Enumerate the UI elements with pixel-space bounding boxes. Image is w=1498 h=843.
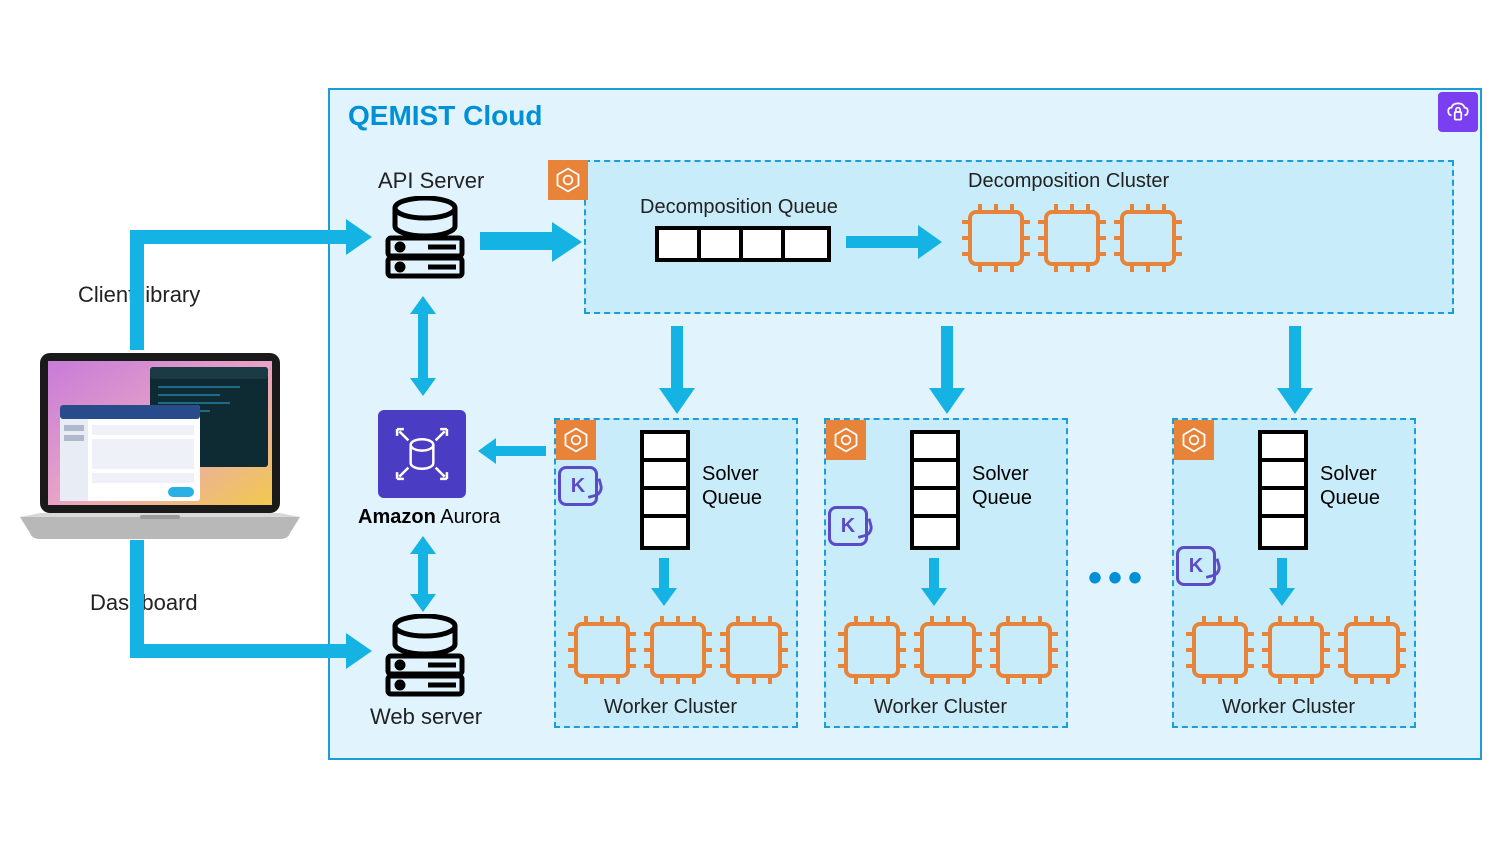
- arrow-sq2-chips: [929, 558, 939, 588]
- karpenter-icon-w2: K: [828, 506, 868, 546]
- arrow-api-aurora-line: [418, 314, 428, 378]
- arrow-decomp-w2: [941, 326, 953, 388]
- karpenter-icon-w3: K: [1176, 546, 1216, 586]
- aurora-icon: [378, 410, 466, 498]
- arrow-api-aurora-down: [410, 378, 436, 396]
- eks-icon-w1: [556, 420, 596, 460]
- solver-queue-label-1: SolverQueue: [702, 462, 762, 510]
- arrow-w1-aurora-line: [496, 446, 546, 456]
- decomp-cluster-label: Decomposition Cluster: [968, 170, 1169, 193]
- arrow-aurora-web-up: [410, 536, 436, 554]
- eks-icon-w2: [826, 420, 866, 460]
- arrow-sq3-chips: [1277, 558, 1287, 588]
- arrow-client-web-v: [130, 540, 144, 658]
- w3-chip-1: [1192, 622, 1248, 678]
- solver-queue-label-2: SolverQueue: [972, 462, 1032, 510]
- arrow-api-decomp: [480, 232, 552, 250]
- arrow-decomp-w1-head: [659, 388, 695, 414]
- arrow-decomp-w3-head: [1277, 388, 1313, 414]
- arrow-aurora-web-down: [410, 594, 436, 612]
- decomp-chip-2: [1044, 210, 1100, 266]
- decomp-queue-label: Decomposition Queue: [640, 196, 838, 219]
- arrow-api-aurora-up: [410, 296, 436, 314]
- w1-chip-3: [726, 622, 782, 678]
- web-server-icon: [380, 614, 470, 699]
- arrow-sq1-chips: [659, 558, 669, 588]
- w1-chip-2: [650, 622, 706, 678]
- arrow-w1-aurora-head: [478, 438, 496, 464]
- ellipsis: •••: [1088, 556, 1148, 601]
- arrow-api-decomp-head: [552, 222, 582, 262]
- arrow-decomp-w1: [671, 326, 683, 388]
- w2-chip-2: [920, 622, 976, 678]
- web-server-label: Web server: [370, 704, 482, 730]
- w3-chip-2: [1268, 622, 1324, 678]
- w3-chip-3: [1344, 622, 1400, 678]
- arrow-dq-chips: [846, 236, 918, 248]
- arrow-client-web-head: [346, 633, 372, 669]
- vpc-icon: [1438, 92, 1478, 132]
- eks-icon-w3: [1174, 420, 1214, 460]
- arrow-client-api-v: [130, 230, 144, 350]
- arrow-dq-chips-head: [918, 225, 942, 259]
- eks-icon-decomp: [548, 160, 588, 200]
- arrow-sq3-chips-head: [1269, 588, 1295, 606]
- cloud-title: QEMIST Cloud: [348, 100, 542, 132]
- arrow-client-api-head: [346, 219, 372, 255]
- arrow-sq2-chips-head: [921, 588, 947, 606]
- arrow-aurora-web-line: [418, 554, 428, 594]
- w2-chip-1: [844, 622, 900, 678]
- arrow-client-web-h: [130, 644, 346, 658]
- solver-queue-2: [910, 430, 960, 550]
- api-server-icon: [380, 196, 470, 281]
- api-server-label: API Server: [378, 168, 484, 194]
- arrow-decomp-w2-head: [929, 388, 965, 414]
- worker-cluster-label-1: Worker Cluster: [604, 696, 737, 719]
- arrow-decomp-w3: [1289, 326, 1301, 388]
- solver-queue-label-3: SolverQueue: [1320, 462, 1380, 510]
- aurora-label: Amazon Aurora: [358, 506, 500, 529]
- client-laptop-icon: [10, 345, 310, 545]
- worker-cluster-label-2: Worker Cluster: [874, 696, 1007, 719]
- decomp-chip-1: [968, 210, 1024, 266]
- solver-queue-3: [1258, 430, 1308, 550]
- w1-chip-1: [574, 622, 630, 678]
- worker-cluster-label-3: Worker Cluster: [1222, 696, 1355, 719]
- w2-chip-3: [996, 622, 1052, 678]
- karpenter-icon-w1: K: [558, 466, 598, 506]
- decomp-queue: [655, 226, 831, 262]
- arrow-client-api-h: [130, 230, 346, 244]
- solver-queue-1: [640, 430, 690, 550]
- decomp-chip-3: [1120, 210, 1176, 266]
- arrow-sq1-chips-head: [651, 588, 677, 606]
